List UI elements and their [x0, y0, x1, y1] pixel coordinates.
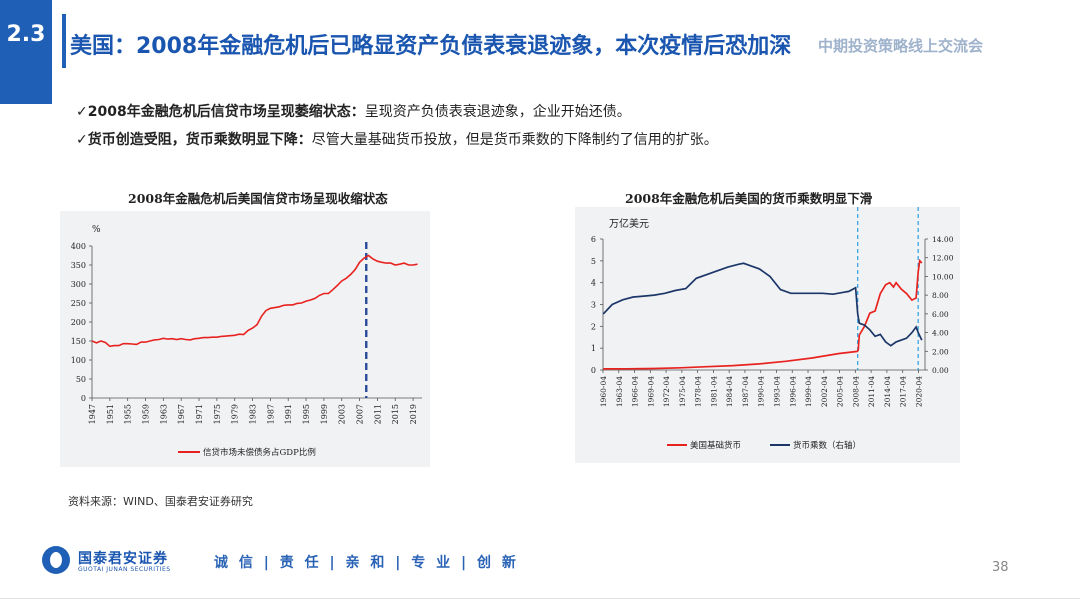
- chart1-x-tick-label: 1955: [124, 404, 133, 424]
- title-accent-bar: [62, 14, 66, 68]
- chart1-legend-label: 信贷市场未偿债务占GDP比例: [203, 447, 316, 458]
- bullet-list: ✓2008年金融危机后信贷市场呈现萎缩状态：呈现资产负债表衰退迹象，企业开始还债…: [76, 98, 718, 154]
- chart1-y-tick-label: 350: [71, 261, 86, 270]
- check-icon: ✓: [76, 104, 88, 120]
- chart2-legend-label: 美国基础货币: [690, 440, 741, 451]
- chart2-y-tick-label: 2: [591, 322, 596, 331]
- chart1-x-tick-label: 1959: [142, 404, 151, 424]
- chart1-x-tick-label: 1995: [302, 404, 311, 424]
- chart2-x-tick-label: 2014-04: [883, 376, 892, 407]
- chart2-y-tick-label: 1: [591, 344, 596, 353]
- chart2-y-tick-label: 6: [591, 235, 596, 244]
- chart2-y2-tick-label: 6.00: [932, 310, 949, 319]
- chart2-y2-tick-label: 10.00: [932, 272, 954, 281]
- chart1-panel: % 0 50 100 150 200 250 300 350 400 1947 1951 1955 195…: [60, 211, 430, 467]
- chart2-series-line: [602, 262, 923, 347]
- chart2-x-tick-label: 1996-04: [788, 376, 797, 407]
- bullet-text: 呈现资产负债表衰退迹象，企业开始还债。: [364, 104, 631, 120]
- chart1-y-tick-label: 150: [71, 337, 86, 346]
- chart2-x-tick-label: 1960-04: [599, 376, 608, 407]
- chart2-y-tick-label: 3: [591, 301, 596, 310]
- chart1-x-tick-label: 2019: [409, 404, 418, 424]
- chart1-y-tick-label: 0: [81, 394, 86, 403]
- watermark-text: 中期投资策略线上交流会: [818, 37, 984, 55]
- chart2-x-tick-label: 1987-04: [741, 376, 750, 407]
- bullet-item: ✓2008年金融危机后信贷市场呈现萎缩状态：呈现资产负债表衰退迹象，企业开始还债…: [76, 98, 718, 126]
- bullet-heading: 2008年金融危机后信贷市场呈现萎缩状态：: [87, 104, 365, 120]
- company-name: 国泰君安证券: [78, 551, 168, 567]
- chart1-x-tick-label: 1979: [231, 404, 240, 424]
- chart1-x-tick-label: 2015: [391, 404, 400, 424]
- chart2-x-tick-label: 2017-04: [899, 376, 908, 407]
- chart2-x-tick-label: 1978-04: [694, 376, 703, 407]
- chart2-x-tick-label: 2020-04: [914, 376, 923, 407]
- chart1-x-tick-label: 1951: [106, 404, 115, 424]
- chart1-x-tick-label: 2003: [338, 404, 347, 424]
- company-logo-icon: [42, 546, 70, 574]
- company-name-en: GUOTAI JUNAN SECURITIES: [78, 566, 171, 573]
- chart2-svg: 万亿美元 0 1 2 3 4 5 6 0.00 2.00 4.00 6.00 8.00 10.00 12.0…: [591, 207, 954, 451]
- chart2-x-tick-label: 1999-04: [804, 376, 813, 407]
- chart1-x-tick-label: 1991: [284, 404, 293, 424]
- chart1-x-tick-label: 1983: [249, 404, 258, 424]
- chart1-svg: % 0 50 100 150 200 250 300 350 400 1947 1951 1955 195…: [71, 225, 422, 458]
- chart1-y-tick-label: 250: [71, 299, 86, 308]
- chart1-x-tick-label: 1963: [159, 404, 168, 424]
- chart1-y-tick-label: 400: [71, 242, 86, 251]
- chart2-y2-tick-label: 12.00: [932, 254, 954, 263]
- chart1-y-tick-label: 100: [71, 356, 86, 365]
- chart1-x-tick-label: 1999: [320, 404, 329, 424]
- chart2-y2-tick-label: 2.00: [932, 347, 949, 356]
- chart2-x-tick-label: 2002-04: [820, 376, 829, 407]
- chart2-x-tick-label: 1969-04: [646, 376, 655, 407]
- chart1-x-tick-label: 1947: [88, 404, 97, 424]
- section-number: 2.3: [6, 22, 46, 47]
- bullet-heading: 货币创造受阻，货币乘数明显下降：: [87, 132, 312, 148]
- chart1-title: 2008年金融危机后美国信贷市场呈现收缩状态: [128, 191, 388, 206]
- chart1-x-tick-label: 1975: [213, 404, 222, 424]
- chart2-x-tick-label: 1984-04: [725, 376, 734, 407]
- section-badge: [0, 0, 52, 104]
- chart2-x-tick-label: 1993-04: [772, 376, 781, 407]
- chart1-x-tick-label: 1971: [195, 404, 204, 424]
- chart1-y-tick-label: 50: [76, 375, 86, 384]
- chart2-legend-label: 货币乘数（右轴）: [793, 440, 861, 451]
- chart2-y-label: 万亿美元: [609, 217, 649, 230]
- check-icon: ✓: [76, 132, 88, 148]
- chart1-y-tick-label: 300: [71, 280, 86, 289]
- chart1-x-tick-label: 2011: [373, 404, 382, 424]
- chart2-y-tick-label: 5: [591, 257, 596, 266]
- page-number: 38: [992, 560, 1009, 575]
- bullet-item: ✓货币创造受阻，货币乘数明显下降：尽管大量基础货币投放，但是货币乘数的下降制约了…: [76, 126, 718, 154]
- chart1-y-tick-label: 200: [71, 318, 86, 327]
- chart2-y2-tick-label: 4.00: [932, 329, 949, 338]
- company-motto: 诚 信 | 责 任 | 亲 和 | 专 业 | 创 新: [214, 555, 519, 571]
- bullet-text: 尽管大量基础货币投放，但是货币乘数的下降制约了信用的扩张。: [311, 132, 718, 148]
- chart2-x-tick-label: 1966-04: [631, 376, 640, 407]
- chart2-panel: 万亿美元 0 1 2 3 4 5 6 0.00 2.00 4.00 6.00 8.00 10.00 12.0…: [575, 207, 960, 463]
- chart2-x-tick-label: 2005-04: [836, 376, 845, 407]
- chart2-y-tick-label: 4: [591, 279, 596, 288]
- chart1-x-tick-label: 1967: [177, 404, 186, 424]
- chart2-x-tick-label: 1990-04: [757, 376, 766, 407]
- chart2-x-tick-label: 1972-04: [662, 376, 671, 407]
- chart2-x-tick-label: 1975-04: [678, 376, 687, 407]
- chart2-x-tick-label: 2008-04: [851, 376, 860, 407]
- chart2-x-tick-label: 1963-04: [615, 376, 624, 407]
- page-title: 美国：2008年金融危机后已略显资产负债表衰退迹象，本次疫情后恐加深: [70, 34, 792, 59]
- chart2-y2-tick-label: 8.00: [932, 291, 949, 300]
- source-note: 资料来源：WIND、国泰君安证券研究: [68, 495, 253, 508]
- chart1-x-tick-label: 2007: [356, 404, 365, 424]
- chart2-y-tick-label: 0: [591, 366, 596, 375]
- chart1-x-tick-label: 1987: [266, 404, 275, 424]
- chart2-title: 2008年金融危机后美国的货币乘数明显下滑: [625, 191, 873, 206]
- chart2-series-line: [603, 258, 923, 370]
- chart2-x-tick-label: 2011-04: [867, 376, 876, 407]
- chart2-x-tick-label: 1981-04: [709, 376, 718, 407]
- chart1-y-label: %: [92, 225, 101, 235]
- chart2-y2-tick-label: 0.00: [932, 366, 949, 375]
- footer-divider: [0, 598, 1080, 599]
- chart1-series-line: [91, 254, 418, 348]
- chart2-y2-tick-label: 14.00: [932, 235, 954, 244]
